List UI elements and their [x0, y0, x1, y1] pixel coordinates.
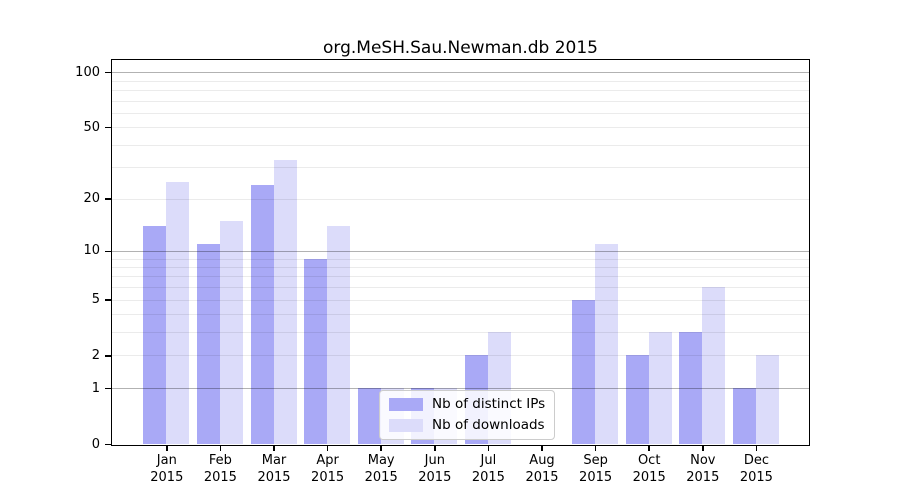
y-tick-10	[105, 250, 111, 253]
x-tick-label-dec: Dec 2015	[739, 453, 773, 485]
legend-label: Nb of downloads	[432, 417, 545, 433]
x-tick-label-jun: Jun 2015	[418, 453, 452, 485]
legend-item-0: Nb of distinct IPs	[389, 396, 545, 412]
y-tick-label-100: 100	[75, 64, 100, 80]
x-tick-label-jul: Jul 2015	[471, 453, 505, 485]
gridline-7	[112, 276, 809, 278]
x-tick-mar	[273, 445, 275, 451]
x-tick-label-apr: Apr 2015	[311, 453, 345, 485]
y-tick-label-2: 2	[91, 347, 100, 363]
x-tick-feb	[219, 445, 222, 451]
bar-ips-sep	[572, 299, 596, 444]
gridline-100	[112, 72, 809, 74]
bar-downloads-dec	[755, 355, 779, 444]
bar-ips-apr	[304, 258, 328, 444]
x-tick-apr	[326, 445, 329, 451]
bar-downloads-nov	[702, 287, 726, 444]
x-tick-label-aug: Aug 2015	[525, 453, 559, 485]
gridline-70	[112, 100, 809, 102]
y-tick-label-20: 20	[83, 191, 100, 207]
x-tick-label-sep: Sep 2015	[579, 453, 613, 485]
x-tick-dec	[755, 445, 758, 451]
gridline-2	[112, 355, 809, 357]
x-tick-jun	[434, 445, 436, 451]
x-tick-jul	[487, 445, 490, 451]
legend: Nb of distinct IPs Nb of downloads	[379, 390, 556, 440]
gridline-20	[112, 198, 809, 200]
y-tick-2	[105, 355, 111, 357]
y-tick-label-1: 1	[91, 380, 100, 396]
y-tick-50	[105, 126, 111, 129]
x-tick-label-jan: Jan 2015	[150, 453, 184, 485]
bar-downloads-mar	[273, 159, 297, 444]
x-tick-label-oct: Oct 2015	[632, 453, 666, 485]
y-tick-label-50: 50	[83, 119, 100, 135]
chart-title: org.MeSH.Sau.Newman.db 2015	[323, 38, 598, 58]
y-tick-100	[105, 71, 111, 74]
gridline-10	[112, 250, 809, 252]
bar-downloads-sep	[595, 243, 619, 444]
bar-ips-oct	[625, 355, 649, 444]
y-tick-label-0: 0	[91, 436, 100, 452]
gridline-40	[112, 144, 809, 146]
bar-downloads-oct	[648, 332, 672, 444]
y-tick-label-5: 5	[91, 292, 100, 308]
bar-downloads-jan	[166, 181, 190, 444]
legend-swatch-icon	[389, 397, 423, 411]
gridline-1	[112, 388, 809, 390]
bar-ips-jan	[143, 225, 167, 444]
y-tick-5	[105, 299, 111, 301]
y-tick-label-10: 10	[83, 243, 100, 259]
gridline-6	[112, 287, 809, 289]
x-tick-aug	[541, 445, 543, 451]
gridline-80	[112, 89, 809, 91]
bar-ips-may	[357, 388, 381, 444]
bar-ips-dec	[732, 388, 756, 444]
x-tick-jan	[166, 445, 168, 451]
gridline-90	[112, 80, 809, 82]
x-tick-label-mar: Mar 2015	[257, 453, 291, 485]
x-tick-sep	[594, 445, 597, 451]
gridline-8	[112, 266, 809, 268]
gridline-30	[112, 167, 809, 169]
bar-ips-feb	[196, 243, 220, 444]
x-tick-label-feb: Feb 2015	[203, 453, 237, 485]
bar-downloads-feb	[219, 220, 243, 444]
gridline-50	[112, 127, 809, 129]
x-tick-oct	[648, 445, 650, 451]
x-tick-label-may: May 2015	[364, 453, 398, 485]
x-tick-label-nov: Nov 2015	[686, 453, 720, 485]
legend-label: Nb of distinct IPs	[432, 396, 546, 412]
gridline-60	[112, 112, 809, 114]
bar-ips-nov	[679, 332, 703, 444]
bar-downloads-apr	[327, 225, 351, 444]
y-tick-1	[105, 387, 111, 390]
gridlines-layer	[112, 60, 809, 445]
legend-swatch-icon	[389, 418, 423, 432]
x-tick-may	[380, 445, 382, 451]
legend-item-1: Nb of downloads	[389, 417, 545, 433]
gridline-4	[112, 314, 809, 316]
gridline-3	[112, 332, 809, 334]
gridline-9	[112, 258, 809, 260]
bar-ips-mar	[250, 184, 274, 444]
gridline-5	[112, 299, 809, 301]
y-tick-20	[105, 198, 111, 200]
y-tick-0	[105, 443, 111, 446]
x-tick-nov	[702, 445, 704, 451]
plot-area	[111, 59, 810, 446]
